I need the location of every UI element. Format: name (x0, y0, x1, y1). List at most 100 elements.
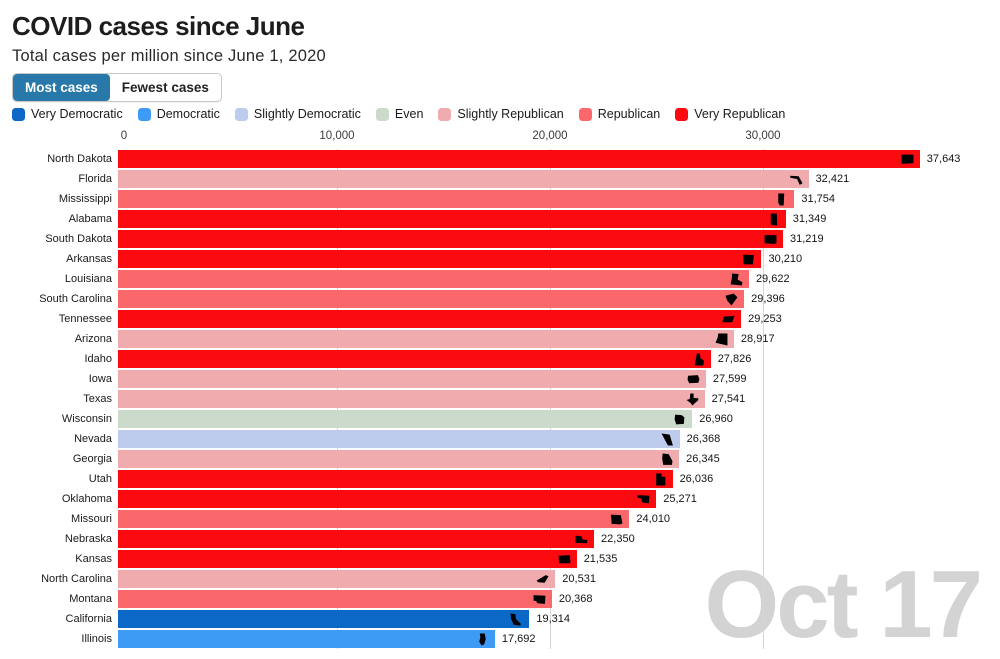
table-row: Missouri 24,010 (0, 509, 1000, 529)
state-label: Oklahoma (61, 493, 112, 505)
bar-value-label: 26,960 (699, 413, 733, 425)
legend-item-slight_rep: Slightly Republican (438, 107, 564, 121)
state-bar[interactable] (118, 230, 783, 248)
table-row: Georgia 26,345 (0, 449, 1000, 469)
state-bar[interactable] (118, 590, 552, 608)
bar-track: 19,314 (118, 609, 1000, 629)
state-bar[interactable] (118, 290, 745, 308)
bar-value-label: 27,599 (712, 373, 747, 385)
state-bar[interactable] (118, 370, 706, 388)
state-bar[interactable] (118, 630, 495, 648)
table-row: Florida 32,421 (0, 169, 1000, 189)
bar-value-label: 29,253 (748, 313, 782, 325)
arkansas-shape-icon (743, 254, 755, 264)
oklahoma-shape-icon (637, 494, 650, 503)
state-bar[interactable] (118, 270, 749, 288)
bar-track: 29,622 (118, 269, 1000, 289)
state-label: South Dakota (45, 233, 112, 245)
bar-track: 31,754 (118, 189, 1000, 209)
table-row: Tennessee 29,253 (0, 309, 1000, 329)
x-tick-label: 0 (120, 130, 128, 142)
table-row: North Carolina 20,531 (0, 569, 1000, 589)
state-bar[interactable] (118, 410, 693, 428)
state-bar[interactable] (118, 530, 595, 548)
state-bar[interactable] (118, 170, 809, 188)
state-label: North Dakota (47, 153, 112, 165)
table-row: South Dakota 31,219 (0, 229, 1000, 249)
state-label: North Carolina (41, 573, 112, 585)
cases-toggle: Most cases Fewest cases (12, 73, 222, 102)
toggle-fewest-cases[interactable]: Fewest cases (121, 80, 209, 95)
state-label: Montana (69, 593, 112, 605)
x-tick-label: 20,000 (532, 130, 568, 142)
state-bar[interactable] (118, 550, 577, 568)
state-label: Nebraska (64, 533, 112, 545)
state-bar[interactable] (118, 570, 556, 588)
bar-track: 22,350 (118, 529, 1000, 549)
table-row: Oklahoma 25,271 (0, 489, 1000, 509)
state-bar[interactable] (118, 390, 705, 408)
state-bar[interactable] (118, 510, 630, 528)
state-bar[interactable] (118, 610, 530, 628)
legend-swatch-icon (375, 107, 389, 121)
table-row: North Dakota 37,643 (0, 149, 1000, 169)
state-label: Georgia (72, 453, 112, 465)
table-row: Arizona 28,917 (0, 329, 1000, 349)
state-bar[interactable] (118, 250, 762, 268)
bar-track: 20,531 (118, 569, 1000, 589)
state-bar[interactable] (118, 450, 680, 468)
state-label: Texas (83, 393, 112, 405)
state-bar[interactable] (118, 490, 657, 508)
state-bar[interactable] (118, 330, 734, 348)
table-row: California 19,314 (0, 609, 1000, 629)
bar-value-label: 22,350 (601, 533, 635, 545)
date-watermark: Oct 17 (704, 551, 983, 658)
bar-track: 28,917 (118, 329, 1000, 349)
chart-header: COVID cases since June Total cases per m… (12, 11, 326, 66)
table-row: Texas 27,541 (0, 389, 1000, 409)
bar-value-label: 25,271 (663, 493, 697, 505)
texas-shape-icon (686, 393, 699, 405)
bar-value-label: 29,396 (751, 293, 785, 305)
state-label: Idaho (84, 353, 112, 365)
montana-shape-icon (533, 594, 546, 604)
x-tick-label: 30,000 (745, 130, 781, 142)
tennessee-shape-icon (722, 315, 735, 322)
bar-value-label: 28,917 (740, 333, 775, 345)
legend-label: Even (394, 107, 424, 121)
state-bar[interactable] (118, 150, 920, 168)
georgia-shape-icon (662, 453, 673, 465)
state-bar[interactable] (118, 430, 680, 448)
legend-item-slight_dem: Slightly Democratic (234, 107, 361, 121)
missouri-shape-icon (611, 514, 623, 524)
state-bar[interactable] (118, 310, 742, 328)
bar-value-label: 37,643 (926, 153, 961, 165)
florida-shape-icon (789, 175, 803, 185)
bar-value-label: 30,210 (768, 253, 803, 265)
bar-track: 20,368 (118, 589, 1000, 609)
bar-track: 26,368 (118, 429, 1000, 449)
legend-label: Republican (597, 107, 661, 121)
state-bar[interactable] (118, 190, 795, 208)
state-bar[interactable] (118, 210, 786, 228)
alabama-shape-icon (770, 213, 778, 225)
legend-swatch-icon (234, 107, 248, 121)
state-bar[interactable] (118, 470, 673, 488)
bar-track: 26,960 (118, 409, 1000, 429)
louisiana-shape-icon (730, 273, 743, 285)
bar-value-label: 31,349 (792, 213, 827, 225)
bar-track: 27,826 (118, 349, 1000, 369)
bar-value-label: 19,314 (536, 613, 571, 625)
bar-track: 31,349 (118, 209, 1000, 229)
toggle-most-cases[interactable]: Most cases (13, 74, 110, 101)
arizona-shape-icon (715, 333, 728, 345)
legend-swatch-icon (675, 107, 689, 121)
south-dakota-shape-icon (764, 234, 777, 244)
state-bar[interactable] (118, 350, 711, 368)
bar-track: 27,541 (118, 389, 1000, 409)
legend-item-very_dem: Very Democratic (12, 107, 123, 121)
legend-item-very_rep: Very Republican (675, 107, 785, 121)
table-row: Arkansas 30,210 (0, 249, 1000, 269)
bar-value-label: 24,010 (636, 513, 671, 525)
